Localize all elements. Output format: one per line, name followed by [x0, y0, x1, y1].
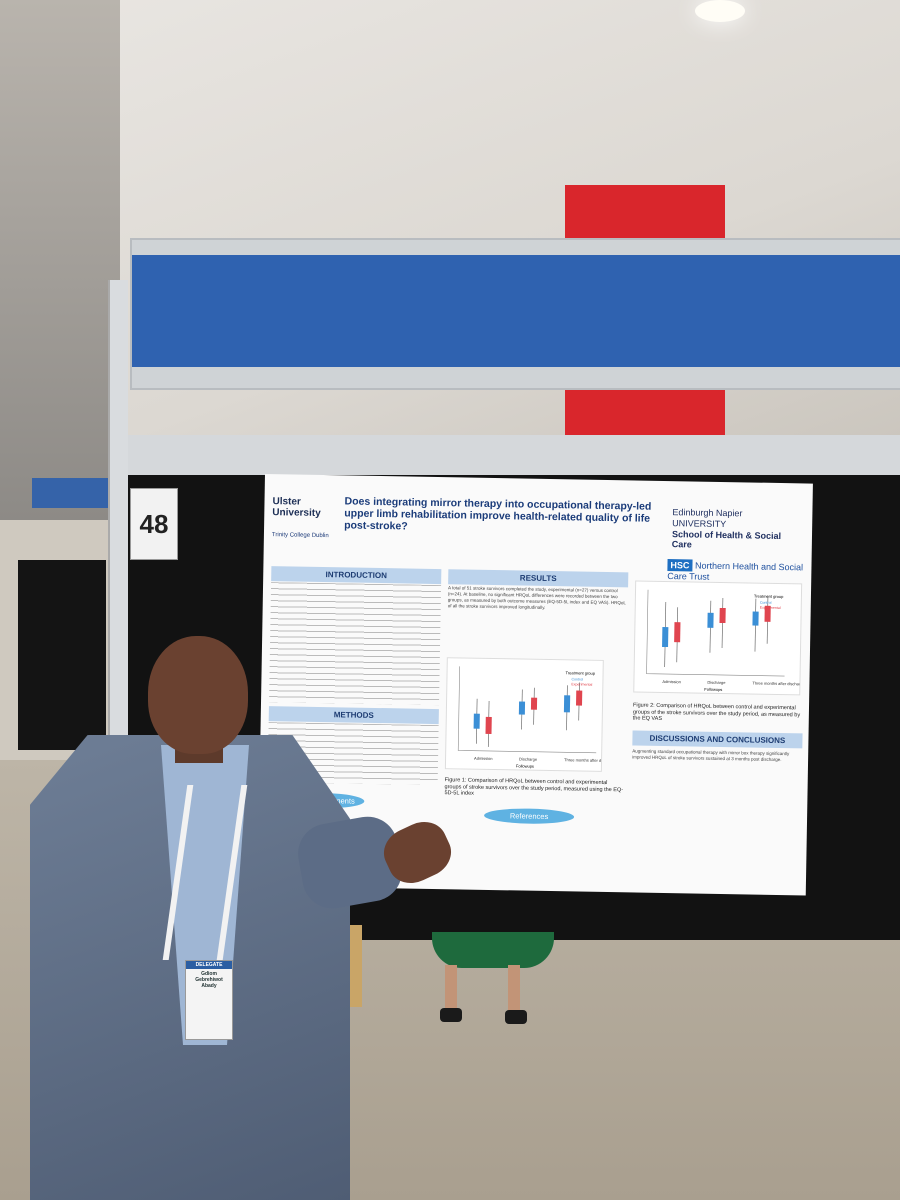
- discussion-text: Augmenting standard occupational therapy…: [632, 748, 790, 763]
- legend-item: Control: [571, 677, 583, 681]
- booth-number: 48: [130, 488, 178, 560]
- background-person-shoe: [440, 1008, 462, 1022]
- figure2-boxplot: Admission Discharge Three months after dis…: [633, 580, 803, 696]
- school-name: School of Health & Social Care: [671, 528, 782, 550]
- boxplot-whisker: [721, 598, 724, 649]
- background-person-dress: [432, 932, 554, 968]
- presenter-head: [148, 636, 248, 754]
- x-tick-label: Admission: [662, 679, 681, 684]
- delegate-badge: DELEGATE Gdiom Gebrehiwot Abady: [185, 960, 233, 1040]
- results-heading: RESULTS: [448, 569, 629, 588]
- chart-axis: [646, 589, 785, 677]
- figure1-boxplot: Admission Discharge Three months after dis…: [444, 657, 604, 772]
- discussion-heading: DISCUSSIONS AND CONCLUSIONS: [632, 730, 803, 749]
- x-tick-label: Admission: [474, 756, 493, 761]
- legend-item: Experimental: [760, 606, 781, 610]
- boxplot-box: [662, 626, 669, 648]
- boxplot-box: [764, 605, 771, 622]
- booth-blue-band: [132, 255, 900, 367]
- figure2-caption: Figure 2: Comparison of HRQoL between co…: [632, 702, 801, 722]
- hsc-logo: HSC Northern Health and Social Care Trus…: [667, 559, 807, 584]
- trinity-logo: Trinity College Dublin: [271, 532, 329, 540]
- legend-title: Treatment group: [754, 594, 784, 600]
- adjacent-booth-band: [32, 478, 110, 508]
- boxplot-box: [518, 701, 526, 715]
- background-person-leg: [445, 965, 457, 1020]
- results-text: A total of 51 stroke survivors completed…: [447, 585, 626, 610]
- introduction-text: [269, 582, 442, 706]
- introduction-heading: INTRODUCTION: [271, 566, 442, 585]
- left-wall: [0, 0, 120, 520]
- x-tick-label: Three months after discharge: [752, 681, 802, 687]
- legend-title: Treatment group: [566, 670, 596, 676]
- legend-item: Control: [760, 601, 772, 605]
- x-tick-label: Three months after discharge: [564, 757, 604, 763]
- boxplot-box: [473, 713, 480, 729]
- napier-logo: Edinburgh Napier UNIVERSITY School of He…: [672, 507, 803, 552]
- references-heading: References: [483, 807, 575, 825]
- research-poster: Ulster University Trinity College Dublin…: [257, 474, 813, 896]
- adjacent-poster-board: [18, 560, 106, 750]
- boxplot-box: [752, 611, 759, 626]
- boxplot-box: [530, 697, 538, 710]
- badge-header: DELEGATE: [186, 961, 232, 969]
- boxplot-box: [485, 716, 492, 734]
- boxplot-box: [707, 612, 714, 628]
- boxplot-box: [674, 622, 681, 643]
- poster-title: Does integrating mirror therapy into occ…: [344, 495, 652, 533]
- x-tick-label: Discharge: [519, 756, 538, 761]
- boxplot-box: [719, 607, 726, 624]
- boxplot-box: [576, 690, 583, 706]
- chart-axis: [457, 666, 597, 754]
- badge-name: Gdiom Gebrehiwot Abady: [195, 971, 223, 989]
- x-axis-label: Followups: [516, 763, 534, 768]
- boxplot-box: [563, 695, 571, 713]
- ulster-logo: Ulster University: [272, 496, 321, 519]
- legend-item: Experimental: [571, 682, 592, 686]
- booth-frame-middle: [125, 435, 900, 478]
- x-tick-label: Discharge: [707, 680, 726, 685]
- ceiling-light: [695, 0, 745, 22]
- background-person-shoe: [505, 1010, 527, 1024]
- x-axis-label: Followups: [704, 687, 722, 692]
- figure1-caption: Figure 1: Comparison of HRQoL between co…: [444, 777, 624, 797]
- hsc-box: HSC: [667, 559, 693, 572]
- background-person-leg: [508, 965, 520, 1020]
- ceiling: [0, 0, 900, 470]
- methods-heading: METHODS: [268, 706, 439, 725]
